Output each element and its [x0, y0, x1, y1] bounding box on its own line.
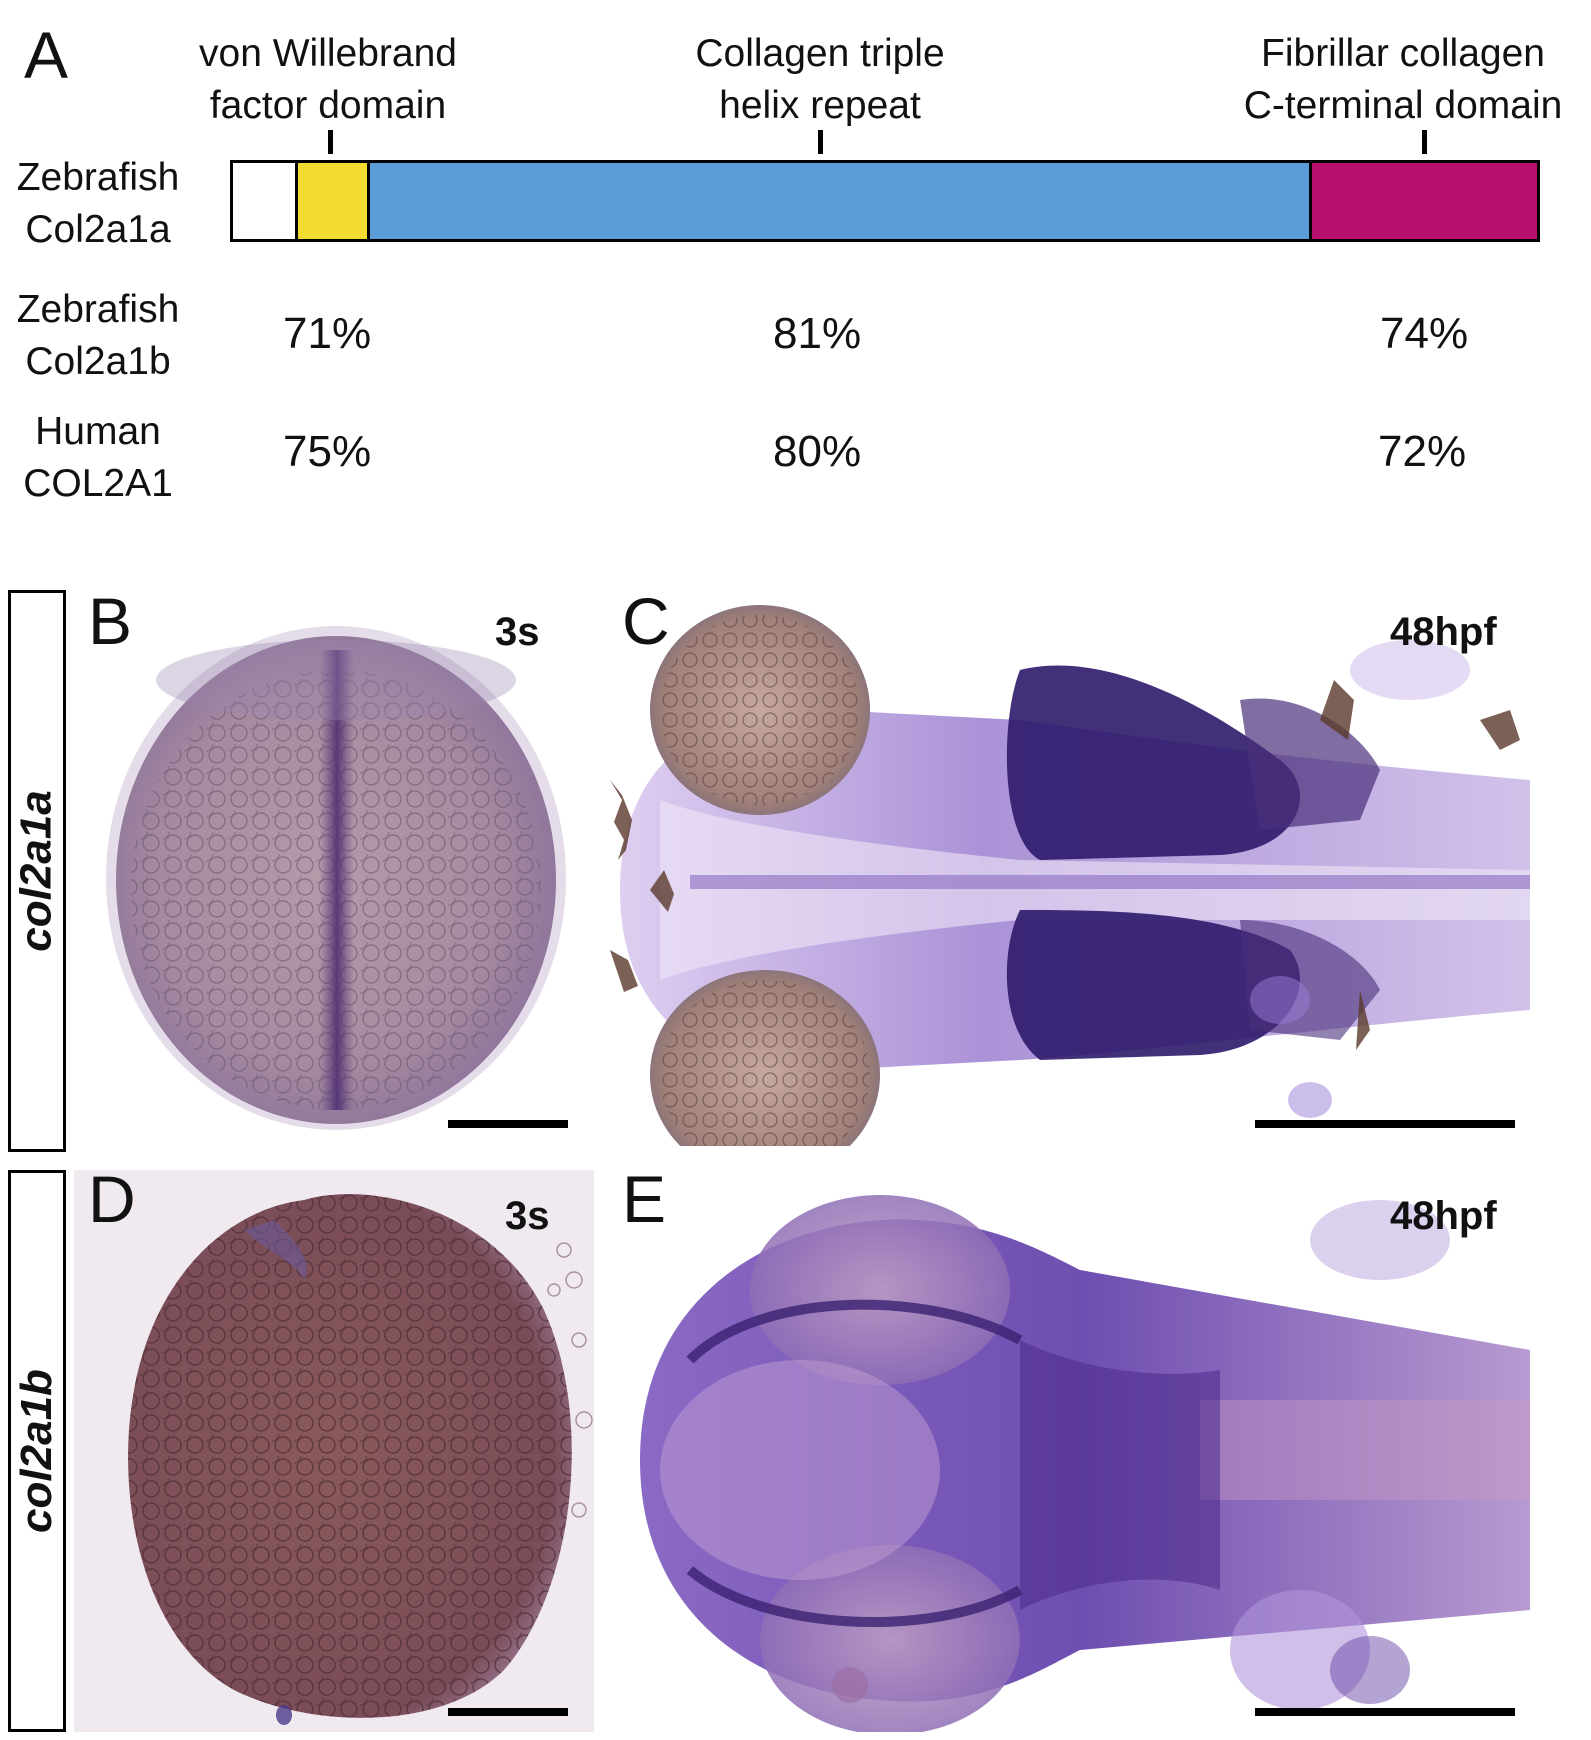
stage-label-d: 3s	[505, 1194, 550, 1238]
domain-label-triple-helix-line1: Collagen triple	[695, 32, 945, 75]
row-label-col2a1b-line2: Col2a1b	[25, 340, 171, 383]
stage-label-b: 3s	[495, 610, 540, 654]
pct-human-vwf: 75%	[283, 427, 372, 476]
domain-bar-triple-helix	[370, 163, 1312, 239]
scale-bar-e	[1255, 1708, 1515, 1716]
row-label-col2a1b-line1: Zebrafish	[16, 288, 180, 331]
domain-label-c-terminal-line2: C-terminal domain	[1243, 84, 1563, 127]
domain-bar-n-terminal	[233, 163, 298, 239]
stage-label-e: 48hpf	[1390, 1194, 1497, 1238]
row-label-col2a1b: Zebrafish Col2a1b	[4, 284, 192, 388]
embryo-3s-col2a1a	[106, 626, 566, 1130]
panel-letter-b: B	[88, 584, 133, 658]
pct-human-triple-helix: 80%	[773, 427, 862, 476]
domain-label-vwf-line1: von Willebrand	[199, 32, 457, 75]
gene-label-box-col2a1a: col2a1a	[8, 590, 66, 1152]
gene-label-box-col2a1b: col2a1b	[8, 1170, 66, 1732]
row-label-human: Human COL2A1	[4, 406, 192, 510]
larva-48hpf-col2a1b	[640, 1195, 1530, 1732]
stage-label-c: 48hpf	[1390, 610, 1497, 654]
panel-letter-e: E	[622, 1162, 667, 1236]
domain-bar-vwf	[298, 163, 370, 239]
domain-label-vwf: von Willebrand factor domain	[168, 28, 488, 132]
panel-c-image	[600, 590, 1530, 1146]
scale-bar-d	[448, 1708, 568, 1716]
row-label-col2a1a-line1: Zebrafish	[16, 156, 180, 199]
panel-e-image	[600, 1170, 1530, 1732]
gene-label-col2a1a: col2a1a	[12, 790, 61, 952]
row-label-human-line2: COL2A1	[23, 462, 173, 505]
row-label-col2a1a-line2: Col2a1a	[25, 208, 171, 251]
tick-vwf	[328, 130, 333, 154]
pct-col2a1b-c-terminal: 74%	[1380, 309, 1469, 358]
tick-c-terminal	[1422, 130, 1427, 154]
domain-label-triple-helix-line2: helix repeat	[719, 84, 921, 127]
tick-triple-helix	[818, 130, 823, 154]
domain-bar	[230, 160, 1540, 242]
panel-b-image	[74, 590, 594, 1146]
pct-col2a1b-vwf: 71%	[283, 309, 372, 358]
gene-label-col2a1b: col2a1b	[12, 1369, 61, 1533]
embryo-3s-col2a1b	[128, 1194, 593, 1725]
panel-letter-d: D	[88, 1162, 136, 1236]
panel-letter-c: C	[622, 584, 670, 658]
domain-label-c-terminal-line1: Fibrillar collagen	[1261, 32, 1545, 75]
row-label-human-line1: Human	[35, 410, 161, 453]
scale-bar-b	[448, 1120, 568, 1128]
panel-letter-a: A	[24, 18, 69, 92]
domain-bar-c-terminal	[1312, 163, 1537, 239]
domain-label-c-terminal: Fibrillar collagen C-terminal domain	[1218, 28, 1588, 132]
pct-human-c-terminal: 72%	[1378, 427, 1467, 476]
domain-label-vwf-line2: factor domain	[209, 84, 447, 127]
panel-d-image	[74, 1170, 594, 1732]
pct-col2a1b-triple-helix: 81%	[773, 309, 862, 358]
larva-48hpf-col2a1a	[610, 605, 1530, 1146]
domain-label-triple-helix: Collagen triple helix repeat	[660, 28, 980, 132]
scale-bar-c	[1255, 1120, 1515, 1128]
row-label-col2a1a: Zebrafish Col2a1a	[4, 152, 192, 256]
